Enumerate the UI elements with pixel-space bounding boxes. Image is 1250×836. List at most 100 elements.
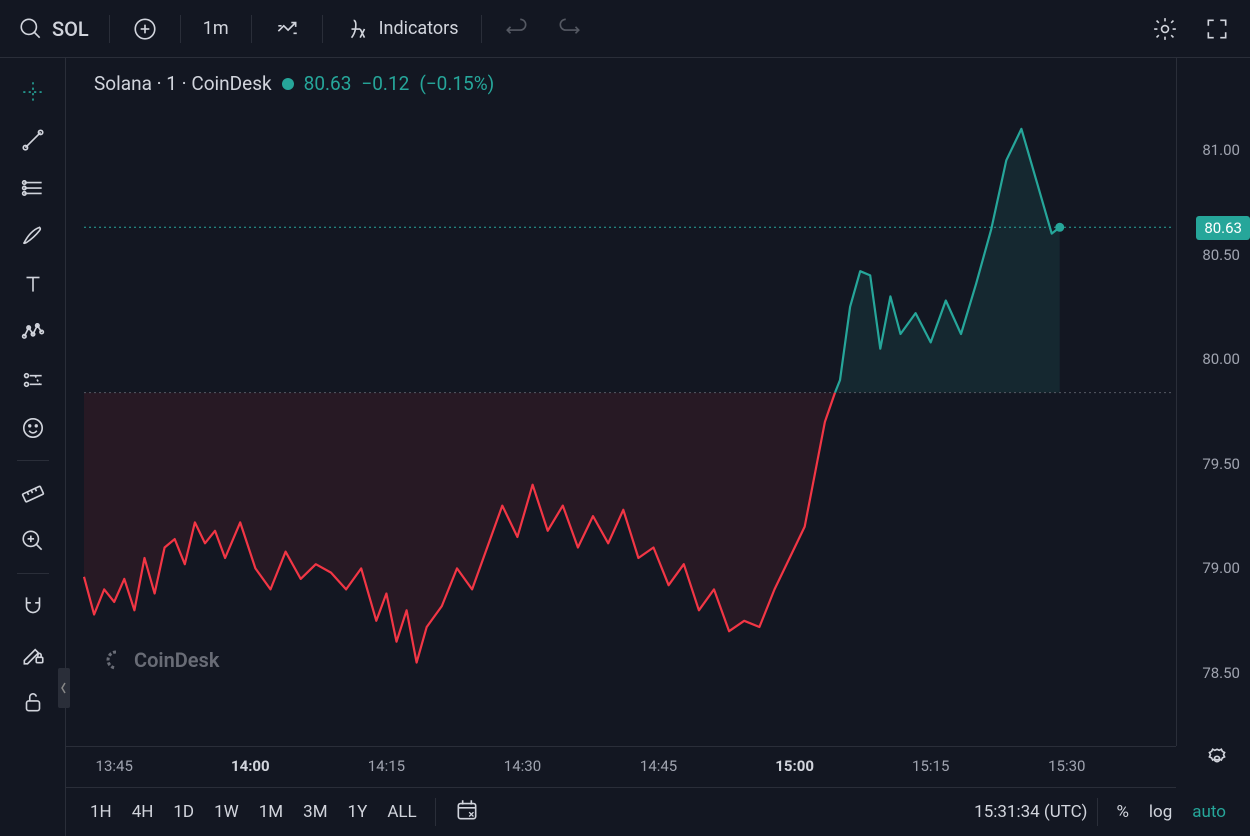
- lock-drawings-tool[interactable]: [11, 632, 55, 676]
- crosshair-icon: [20, 79, 46, 105]
- y-tick-label: 80.00: [1202, 350, 1240, 368]
- divider: [435, 798, 436, 826]
- indicators-label: Indicators: [379, 18, 459, 39]
- zoom-in-icon: [20, 528, 46, 554]
- y-tick-label: 79.50: [1202, 455, 1240, 473]
- search-icon: [18, 16, 44, 42]
- market-status-dot: [282, 78, 294, 90]
- magnet-tool[interactable]: [11, 584, 55, 628]
- chart-area: Solana · 1 · CoinDesk 80.63 −0.12 (−0.15…: [66, 58, 1250, 836]
- range-1h-button[interactable]: 1H: [82, 798, 120, 826]
- current-price-label: 80.63: [1196, 216, 1250, 240]
- sidebar-expand-handle[interactable]: [58, 668, 70, 708]
- range-1w-button[interactable]: 1W: [206, 798, 247, 826]
- pattern-tool[interactable]: [11, 310, 55, 354]
- chart-price: 80.63: [304, 72, 352, 95]
- position-icon: [20, 367, 46, 393]
- chart-title: Solana · 1 · CoinDesk: [94, 72, 272, 95]
- trendline-tool[interactable]: [11, 118, 55, 162]
- x-tick-label: 13:45: [96, 757, 133, 775]
- x-tick-label: 15:15: [912, 757, 949, 775]
- text-icon: [20, 271, 46, 297]
- current-price-value: 80.63: [1204, 219, 1242, 237]
- text-tool[interactable]: [11, 262, 55, 306]
- calendar-icon: [454, 797, 480, 823]
- plus-circle-icon: [132, 16, 158, 42]
- divider: [1097, 798, 1098, 826]
- y-axis[interactable]: 81.00 80.50 80.00 79.50 79.00 78.50: [1176, 58, 1250, 746]
- lines-icon: [20, 175, 46, 201]
- zoom-tool[interactable]: [11, 519, 55, 563]
- fullscreen-icon: [1204, 16, 1230, 42]
- redo-button[interactable]: [546, 10, 592, 48]
- emoji-tool[interactable]: [11, 406, 55, 450]
- indicators-button[interactable]: Indicators: [335, 10, 469, 48]
- chart-change: −0.12: [361, 72, 409, 95]
- range-buttons: 1H4H1D1W1M3M1YALL: [82, 798, 425, 826]
- y-tick-label: 78.50: [1202, 664, 1240, 682]
- settings-button[interactable]: [1142, 10, 1188, 48]
- separator: [17, 573, 49, 574]
- separator: [17, 460, 49, 461]
- divider: [109, 15, 110, 43]
- divider: [180, 15, 181, 43]
- range-1m-button[interactable]: 1M: [251, 798, 291, 826]
- magnet-icon: [20, 593, 46, 619]
- gear-outline-icon: [1204, 746, 1230, 772]
- function-icon: [345, 16, 371, 42]
- crosshair-tool[interactable]: [11, 70, 55, 114]
- divider: [322, 15, 323, 43]
- x-axis[interactable]: 13:4514:0014:1514:3014:4515:0015:1515:30: [66, 746, 1176, 788]
- xabcd-icon: [20, 319, 46, 345]
- x-tick-label: 15:00: [775, 757, 814, 775]
- watermark-text: CoinDesk: [134, 648, 219, 672]
- x-tick-label: 14:45: [640, 757, 677, 775]
- axis-settings-button[interactable]: [1204, 746, 1230, 776]
- range-4h-button[interactable]: 4H: [124, 798, 162, 826]
- bottom-toolbar: 1H4H1D1W1M3M1YALL 15:31:34 (UTC) % log a…: [66, 788, 1250, 836]
- divider: [481, 15, 482, 43]
- x-tick-label: 14:00: [231, 757, 270, 775]
- lock-tool[interactable]: [11, 680, 55, 724]
- log-scale-button[interactable]: log: [1141, 798, 1180, 826]
- pct-scale-button[interactable]: %: [1108, 798, 1136, 826]
- fullscreen-button[interactable]: [1194, 10, 1240, 48]
- pencil-lock-icon: [20, 641, 46, 667]
- range-1d-button[interactable]: 1D: [165, 798, 202, 826]
- goto-date-button[interactable]: [446, 793, 488, 832]
- drawing-tools-sidebar: [0, 58, 66, 836]
- divider: [251, 15, 252, 43]
- interval-label: 1m: [203, 18, 229, 39]
- fib-tool[interactable]: [11, 166, 55, 210]
- y-tick-label: 81.00: [1202, 141, 1240, 159]
- ruler-icon: [20, 480, 46, 506]
- gear-icon: [1152, 16, 1178, 42]
- unlock-icon: [20, 689, 46, 715]
- undo-icon: [504, 16, 530, 42]
- range-all-button[interactable]: ALL: [379, 798, 424, 826]
- measure-tool[interactable]: [11, 471, 55, 515]
- price-chart[interactable]: [66, 58, 1250, 836]
- add-compare-button[interactable]: [122, 10, 168, 48]
- smiley-icon: [20, 415, 46, 441]
- position-tool[interactable]: [11, 358, 55, 402]
- top-toolbar: SOL 1m Indicators: [0, 0, 1250, 58]
- range-3m-button[interactable]: 3M: [295, 798, 335, 826]
- time-display[interactable]: 15:31:34 (UTC): [974, 802, 1087, 822]
- y-tick-label: 79.00: [1202, 559, 1240, 577]
- x-tick-label: 14:15: [368, 757, 405, 775]
- chart-pct: (−0.15%): [419, 72, 494, 95]
- coindesk-logo-icon: [102, 648, 126, 672]
- symbol-search[interactable]: SOL: [10, 12, 97, 46]
- brush-tool[interactable]: [11, 214, 55, 258]
- watermark: CoinDesk: [102, 648, 219, 672]
- brush-icon: [20, 223, 46, 249]
- y-tick-label: 80.50: [1202, 246, 1240, 264]
- interval-selector[interactable]: 1m: [193, 12, 239, 45]
- redo-icon: [556, 16, 582, 42]
- chart-type-button[interactable]: [264, 10, 310, 48]
- x-tick-label: 14:30: [504, 757, 541, 775]
- auto-scale-button[interactable]: auto: [1184, 798, 1234, 826]
- undo-button[interactable]: [494, 10, 540, 48]
- range-1y-button[interactable]: 1Y: [340, 798, 376, 826]
